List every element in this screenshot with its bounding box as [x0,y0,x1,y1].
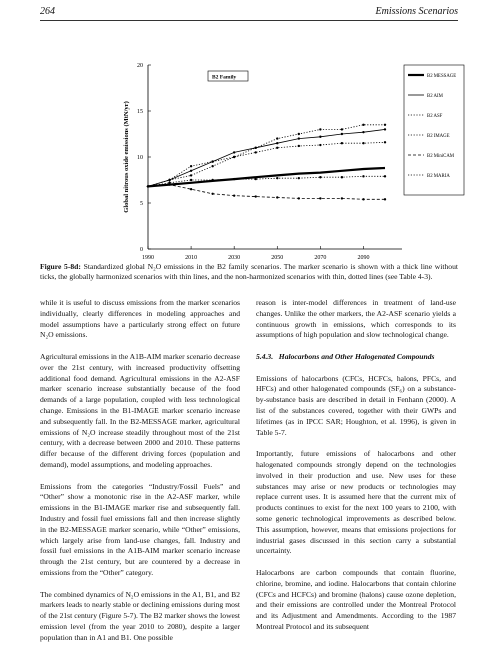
data-point [276,142,279,145]
x-tick-label: 1990 [142,255,154,260]
data-point [297,176,301,180]
legend-label: B2 MiniCAM [427,154,455,159]
paragraph: Halocarbons are carbon compounds that co… [256,567,456,631]
data-point [232,151,236,154]
data-point [362,175,365,178]
data-point [319,197,322,200]
data-point [189,169,193,172]
series-line [147,141,386,187]
x-tick-label: 2030 [228,255,240,260]
page-number: 264 [40,6,55,17]
paragraph: while it is useful to discuss emissions … [40,298,240,340]
data-point [362,130,365,134]
x-tick-label: 2010 [185,255,197,260]
data-point [146,185,150,188]
y-tick-label: 5 [140,201,143,207]
caption: Figure 5-8d: Standardized global N₂O emi… [40,262,458,282]
data-point [340,142,344,145]
paragraph: reason is inter-model differences in tre… [256,298,456,340]
data-point [276,146,279,149]
legend-box [403,64,465,196]
y-tick-label: 10 [137,155,143,161]
data-point [362,198,365,201]
x-tick-label: 2050 [271,255,283,260]
x-tick-label: 2070 [314,255,326,260]
legend-label: B2 IMAGE [427,134,450,139]
data-point [297,144,301,148]
data-point [276,176,279,180]
data-point [276,137,279,140]
data-point [211,165,214,168]
series-line [147,184,385,200]
caption-text: Standardized global N₂O emissions in the… [40,262,458,281]
data-point [168,183,171,186]
y-tick-label: 0 [140,247,143,253]
data-point [232,177,236,181]
data-point [297,197,301,200]
data-point [211,192,214,195]
data-point [254,151,257,154]
paragraph: The combined dynamics of N₂O emissions i… [40,589,240,642]
x-tick-label: 2090 [357,255,369,260]
chart: 0 5 10 15 20 1990 2010 2030 2050 2070 2090 Global n… [123,63,465,260]
data-point [189,178,193,182]
header-rule [40,20,458,21]
paragraph: Agricultural emissions in the A1B-AIM ma… [40,351,240,469]
data-point [340,197,344,200]
paragraph: Emissions from the categories “Industry/… [40,481,240,577]
legend-label: B2 ASF [427,114,443,119]
data-point [254,146,257,149]
data-point [319,143,322,147]
data-point [383,123,387,127]
data-point [340,128,344,131]
data-point [297,137,301,140]
data-point [254,195,257,198]
paragraph: Importantly, future emissions of halocar… [256,449,456,556]
series-line [147,124,385,187]
data-point [383,198,387,201]
annotation-box [207,70,249,82]
data-point [319,176,322,179]
data-point [383,141,387,144]
page: 264 Emissions Scenarios 0 5 10 15 20 1990 2010… [40,6,465,642]
legend-label: B2 AIM [427,94,444,99]
data-point [189,174,193,177]
y-tick-label: 20 [137,63,143,69]
data-point [383,128,387,131]
data-point [297,132,301,136]
data-point [211,178,214,182]
running-title: Emissions Scenarios [375,6,459,17]
data-point [319,128,322,131]
data-point [340,176,344,179]
paragraph: Emissions of halocarbons (CFCs, HCFCs, h… [256,373,456,437]
legend-label: B2 MARIA [427,174,450,179]
annotation: B2 Family [212,75,237,81]
data-point [232,194,236,197]
y-axis-label: Global nitrous oxide emissions (MtN/yr) [123,101,130,212]
data-point [362,142,365,145]
data-point [254,177,257,181]
y-tick-label: 15 [137,109,143,115]
data-point [168,178,171,182]
series-line [147,166,386,188]
data-point [189,165,193,168]
right-column: reason is inter-model differences in tre… [256,298,456,644]
series-line [147,129,386,187]
data-point [211,160,214,163]
caption-label: Figure 5-8d: [40,262,81,271]
data-point [362,123,365,127]
heading-number: 5.4.3. [256,351,274,361]
left-column: while it is useful to discuss emissions … [40,298,240,654]
section-heading: 5.4.3. Halocarbons and Other Halogenated… [256,352,456,363]
data-point [340,132,344,136]
data-point [189,188,193,191]
legend-label: B2 MESSAGE [427,74,456,79]
series-line [147,175,385,187]
heading-text: Halocarbons and Other Halogenated Compou… [278,351,435,361]
data-point [232,155,236,159]
data-point [168,181,171,184]
data-point [383,175,387,178]
data-point [276,196,279,199]
data-point [319,135,322,138]
